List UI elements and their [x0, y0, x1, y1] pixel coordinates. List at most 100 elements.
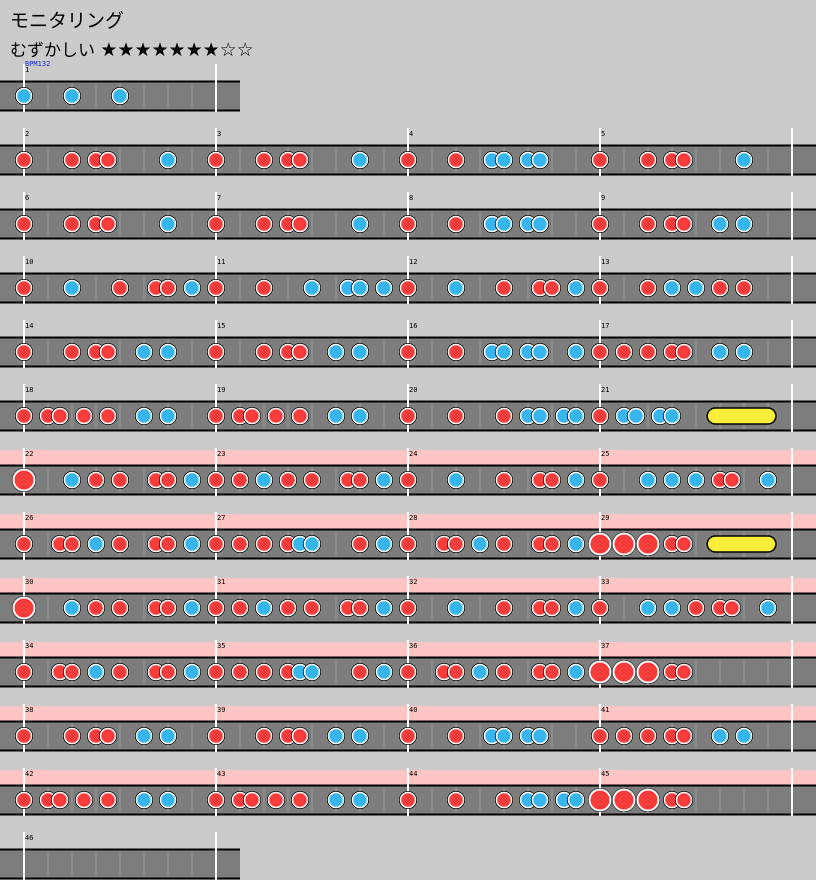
don-note [399, 151, 417, 169]
measure-number: 1 [25, 66, 29, 74]
ka-note [15, 87, 33, 105]
measure-number: 41 [601, 706, 609, 714]
don-note [243, 407, 261, 425]
ka-note [531, 343, 549, 361]
don-note [159, 599, 177, 617]
big-don-note [636, 532, 660, 556]
don-note [723, 471, 741, 489]
ka-note [87, 535, 105, 553]
don-note [399, 471, 417, 489]
don-note [735, 279, 753, 297]
ka-note [303, 663, 321, 681]
don-note [15, 215, 33, 233]
ka-note [327, 727, 345, 745]
measure-number: 38 [25, 706, 33, 714]
don-note [711, 279, 729, 297]
measure-number: 9 [601, 194, 605, 202]
don-note [15, 791, 33, 809]
ka-note [663, 407, 681, 425]
ka-note [531, 215, 549, 233]
ka-note [351, 727, 369, 745]
don-note [639, 727, 657, 745]
don-note [75, 791, 93, 809]
don-note [231, 535, 249, 553]
ka-note [663, 599, 681, 617]
ka-note [375, 471, 393, 489]
don-note [591, 279, 609, 297]
ka-note [567, 791, 585, 809]
ka-note [63, 471, 81, 489]
ka-note [183, 279, 201, 297]
don-note [675, 791, 693, 809]
ka-note [531, 791, 549, 809]
don-note [447, 407, 465, 425]
ka-note [663, 279, 681, 297]
big-don-note [12, 596, 36, 620]
don-note [495, 663, 513, 681]
don-note [75, 407, 93, 425]
measure-number: 11 [217, 258, 225, 266]
ka-note [759, 471, 777, 489]
measure-number: 42 [25, 770, 33, 778]
measure-number: 12 [409, 258, 417, 266]
ka-note [567, 343, 585, 361]
don-note [15, 151, 33, 169]
measure-number: 33 [601, 578, 609, 586]
measure-number: 10 [25, 258, 33, 266]
song-title: モニタリング [10, 10, 125, 32]
don-note [495, 791, 513, 809]
don-note [207, 215, 225, 233]
measure-number: 4 [409, 130, 413, 138]
ka-note [87, 663, 105, 681]
don-note [159, 663, 177, 681]
ka-note [327, 791, 345, 809]
don-note [351, 471, 369, 489]
ka-note [711, 343, 729, 361]
don-note [231, 663, 249, 681]
ka-note [639, 599, 657, 617]
don-note [111, 471, 129, 489]
measure-number: 45 [601, 770, 609, 778]
ka-note [471, 535, 489, 553]
ka-note [159, 791, 177, 809]
don-note [399, 343, 417, 361]
measure-number: 31 [217, 578, 225, 586]
measure-number: 6 [25, 194, 29, 202]
measure-number: 22 [25, 450, 33, 458]
don-note [447, 151, 465, 169]
measure-number: 28 [409, 514, 417, 522]
ka-note [159, 215, 177, 233]
don-note [291, 727, 309, 745]
don-note [639, 151, 657, 169]
ka-note [255, 471, 273, 489]
ka-note [351, 791, 369, 809]
don-note [51, 791, 69, 809]
don-note [399, 535, 417, 553]
big-don-note [612, 532, 636, 556]
measure-number: 2 [25, 130, 29, 138]
don-note [399, 599, 417, 617]
ka-note [711, 215, 729, 233]
measure-number: 27 [217, 514, 225, 522]
don-note [111, 279, 129, 297]
don-note [207, 727, 225, 745]
ka-note [183, 599, 201, 617]
ka-note [711, 727, 729, 745]
don-note [591, 151, 609, 169]
don-note [591, 599, 609, 617]
don-note [63, 663, 81, 681]
bpm-label: BPM132 [25, 60, 50, 68]
measure-number: 34 [25, 642, 33, 650]
big-don-note [588, 532, 612, 556]
ka-note [111, 87, 129, 105]
ka-note [183, 471, 201, 489]
don-note [111, 535, 129, 553]
don-note [591, 215, 609, 233]
measure-number: 3 [217, 130, 221, 138]
ka-note [375, 279, 393, 297]
don-note [99, 791, 117, 809]
don-note [87, 471, 105, 489]
ka-note [639, 471, 657, 489]
don-note [15, 407, 33, 425]
measure-number: 32 [409, 578, 417, 586]
